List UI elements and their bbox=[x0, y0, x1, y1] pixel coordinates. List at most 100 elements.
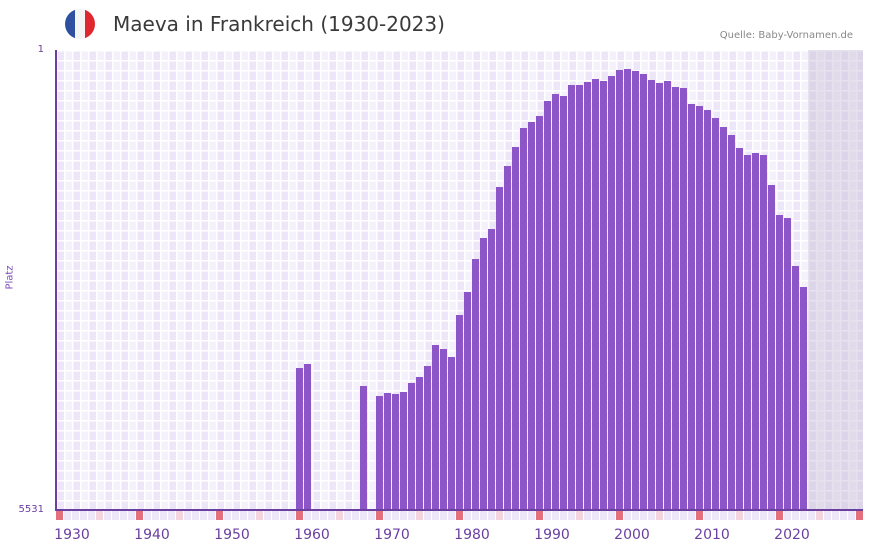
bar-2018 bbox=[760, 154, 767, 510]
bar-1977 bbox=[432, 344, 439, 510]
bar-2002 bbox=[632, 70, 639, 510]
year-marker bbox=[640, 511, 647, 520]
bar-1976 bbox=[424, 366, 431, 510]
year-marker bbox=[104, 511, 111, 520]
x-tick-label: 1990 bbox=[534, 527, 570, 543]
year-marker bbox=[312, 511, 319, 520]
year-marker bbox=[712, 511, 719, 520]
year-marker bbox=[608, 511, 615, 520]
year-marker bbox=[552, 511, 559, 520]
bar-1981 bbox=[464, 291, 471, 510]
year-marker bbox=[304, 511, 311, 520]
year-marker bbox=[840, 511, 847, 520]
bar-2016 bbox=[744, 154, 751, 510]
y-tick-bottom: 5531 bbox=[18, 504, 44, 515]
bar-2019 bbox=[768, 185, 775, 510]
year-marker bbox=[416, 511, 423, 520]
x-tick-label: 2010 bbox=[694, 527, 730, 543]
year-marker bbox=[184, 511, 191, 520]
year-marker bbox=[80, 511, 87, 520]
year-marker bbox=[152, 511, 159, 520]
bar-1975 bbox=[416, 377, 423, 510]
bar-1996 bbox=[584, 82, 591, 510]
year-marker bbox=[792, 511, 799, 520]
bar-2015 bbox=[736, 148, 743, 510]
bar-2008 bbox=[680, 88, 687, 510]
year-marker bbox=[776, 511, 783, 520]
year-marker bbox=[600, 511, 607, 520]
x-tick-label: 1950 bbox=[214, 527, 250, 543]
plot-area bbox=[56, 50, 863, 510]
year-marker bbox=[744, 511, 751, 520]
year-marker bbox=[760, 511, 767, 520]
bar-2020 bbox=[776, 214, 783, 510]
year-marker bbox=[528, 511, 535, 520]
year-marker bbox=[632, 511, 639, 520]
year-marker bbox=[568, 511, 575, 520]
bar-2013 bbox=[720, 127, 727, 510]
bar-1978 bbox=[440, 348, 447, 510]
bar-2021 bbox=[784, 217, 791, 510]
year-marker bbox=[272, 511, 279, 520]
year-marker bbox=[176, 511, 183, 520]
y-axis-label: Platz bbox=[4, 265, 16, 290]
year-marker bbox=[696, 511, 703, 520]
bar-1983 bbox=[480, 238, 487, 510]
bar-1971 bbox=[384, 392, 391, 510]
year-marker bbox=[448, 511, 455, 520]
bar-1970 bbox=[376, 396, 383, 510]
year-marker bbox=[120, 511, 127, 520]
year-marker bbox=[56, 511, 63, 520]
flag-stripe-blue bbox=[65, 9, 75, 39]
year-marker bbox=[168, 511, 175, 520]
year-marker bbox=[336, 511, 343, 520]
year-marker bbox=[408, 511, 415, 520]
year-marker bbox=[392, 511, 399, 520]
bar-2014 bbox=[728, 135, 735, 510]
year-marker bbox=[424, 511, 431, 520]
bar-1987 bbox=[512, 147, 519, 510]
bar-2011 bbox=[704, 109, 711, 510]
year-markers bbox=[56, 511, 863, 520]
x-tick-label: 1960 bbox=[294, 527, 330, 543]
year-marker bbox=[128, 511, 135, 520]
year-marker bbox=[496, 511, 503, 520]
year-marker bbox=[432, 511, 439, 520]
year-marker bbox=[512, 511, 519, 520]
year-marker bbox=[736, 511, 743, 520]
year-marker bbox=[536, 511, 543, 520]
year-marker bbox=[656, 511, 663, 520]
bar-2006 bbox=[664, 81, 671, 510]
bar-1992 bbox=[552, 94, 559, 510]
x-tick-label: 2000 bbox=[614, 527, 650, 543]
bar-2007 bbox=[672, 87, 679, 510]
bar-1988 bbox=[520, 128, 527, 510]
year-marker bbox=[344, 511, 351, 520]
year-marker bbox=[264, 511, 271, 520]
year-marker bbox=[752, 511, 759, 520]
bar-1997 bbox=[592, 79, 599, 510]
year-marker bbox=[816, 511, 823, 520]
bar-1994 bbox=[568, 85, 575, 510]
year-marker bbox=[216, 511, 223, 520]
bar-2004 bbox=[648, 80, 655, 510]
year-marker bbox=[376, 511, 383, 520]
year-marker bbox=[368, 511, 375, 520]
year-marker bbox=[784, 511, 791, 520]
bar-1993 bbox=[560, 96, 567, 510]
x-tick-label: 1930 bbox=[54, 527, 90, 543]
bar-1990 bbox=[536, 115, 543, 510]
flag-stripe-white bbox=[75, 9, 85, 39]
bar-1973 bbox=[400, 391, 407, 510]
year-marker bbox=[456, 511, 463, 520]
year-marker bbox=[584, 511, 591, 520]
bar-2003 bbox=[640, 74, 647, 510]
year-marker bbox=[624, 511, 631, 520]
year-marker bbox=[224, 511, 231, 520]
year-marker bbox=[464, 511, 471, 520]
bar-1991 bbox=[544, 101, 551, 510]
bar-1982 bbox=[472, 258, 479, 510]
year-marker bbox=[64, 511, 71, 520]
year-marker bbox=[848, 511, 855, 520]
bar-2005 bbox=[656, 83, 663, 510]
